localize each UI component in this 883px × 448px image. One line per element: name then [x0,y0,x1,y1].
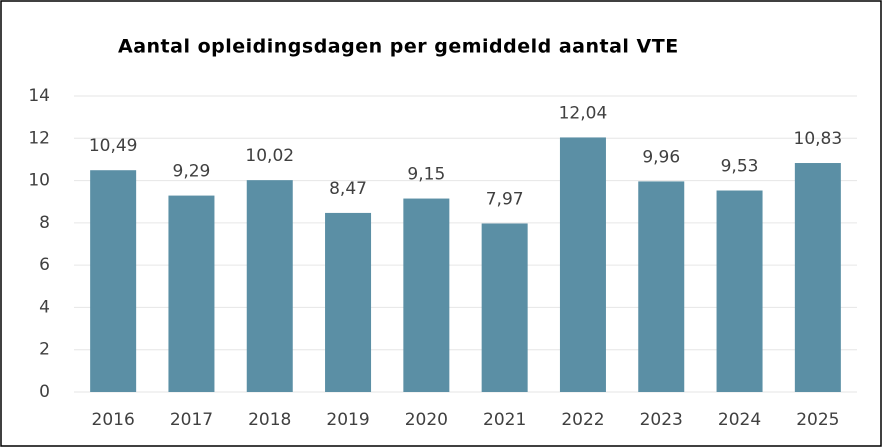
value-label: 8,47 [329,179,367,199]
bar [716,190,763,392]
x-tick-label: 2019 [326,410,369,430]
bar [559,137,606,392]
x-tick-label: 2025 [796,410,839,430]
value-label: 9,15 [407,165,445,185]
value-label: 12,04 [559,103,608,123]
value-label: 9,53 [721,157,759,177]
y-tick-label: 8 [39,213,50,233]
x-tick-label: 2022 [561,410,604,430]
chart-title: Aantal opleidingsdagen per gemiddeld aan… [118,36,679,58]
bar [168,195,215,392]
bar [638,181,685,392]
value-label: 7,97 [486,189,524,209]
value-label: 10,02 [245,146,294,166]
x-tick-label: 2021 [483,410,526,430]
x-tick-label: 2023 [640,410,683,430]
bar [481,223,528,392]
y-tick-label: 10 [28,171,50,191]
y-tick-label: 12 [28,128,50,148]
value-label: 9,96 [642,147,680,167]
x-tick-label: 2018 [248,410,291,430]
bar [403,198,450,392]
y-tick-label: 2 [39,340,50,360]
y-tick-label: 6 [39,255,50,275]
y-tick-label: 4 [39,297,50,317]
y-tick-label: 14 [28,86,50,106]
bar [325,212,372,392]
x-tick-label: 2017 [170,410,213,430]
value-label: 10,49 [89,136,138,156]
bar [246,180,293,392]
y-tick-label: 0 [39,382,50,402]
bar [794,163,841,392]
value-label: 10,83 [794,129,843,149]
x-tick-label: 2020 [405,410,448,430]
value-label: 9,29 [173,162,211,182]
bar [90,170,137,392]
x-tick-label: 2024 [718,410,761,430]
x-tick-label: 2016 [92,410,135,430]
